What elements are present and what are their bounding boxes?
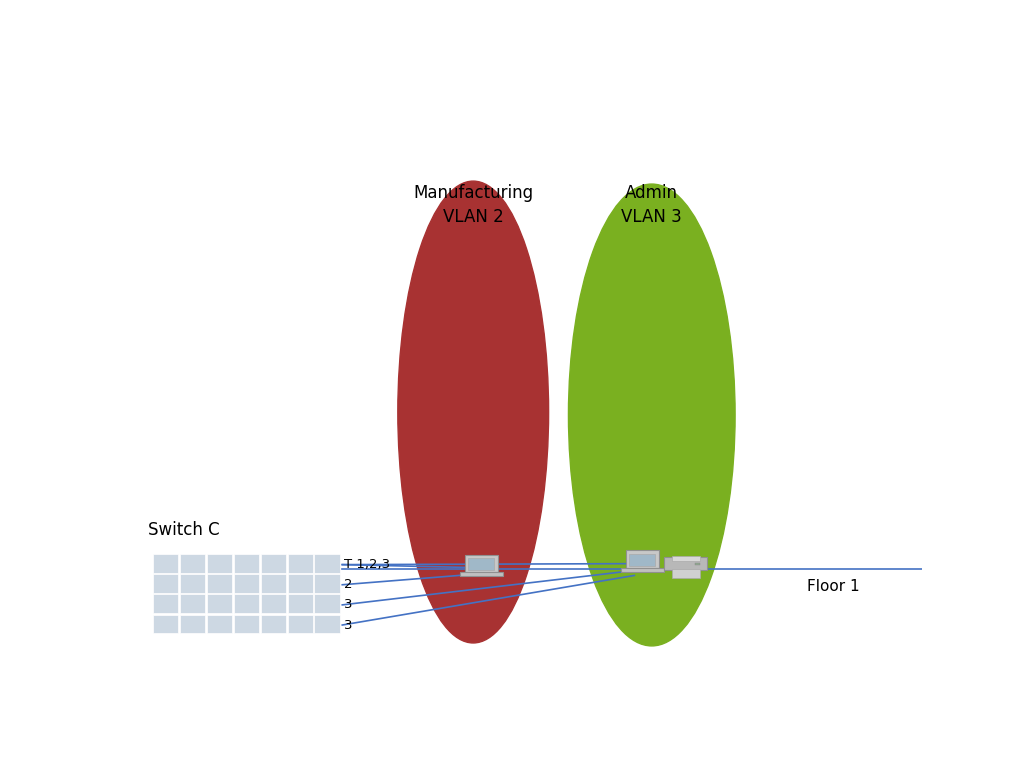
Bar (207, 594, 232, 614)
Text: Manufacturing
VLAN 2: Manufacturing VLAN 2 (413, 184, 534, 225)
Text: 3: 3 (344, 598, 352, 611)
Bar (233, 594, 259, 614)
Bar (460, 572, 503, 576)
Text: 2: 2 (344, 578, 352, 591)
Bar (314, 614, 340, 634)
Bar (179, 614, 205, 634)
Bar (314, 594, 340, 614)
Bar (153, 574, 178, 593)
Bar (672, 569, 699, 578)
Bar (288, 554, 313, 573)
Text: Floor 1: Floor 1 (807, 579, 859, 594)
Bar (288, 574, 313, 593)
Bar (233, 574, 259, 593)
Bar (621, 568, 664, 571)
Bar (314, 574, 340, 593)
Ellipse shape (568, 184, 735, 646)
Bar (260, 614, 286, 634)
Bar (695, 564, 699, 565)
Text: 3: 3 (344, 618, 352, 631)
Bar (314, 554, 340, 573)
Bar (179, 554, 205, 573)
Bar (260, 574, 286, 593)
Bar (288, 594, 313, 614)
Bar (468, 558, 495, 571)
Bar (207, 574, 232, 593)
Text: T 1,2,3: T 1,2,3 (344, 558, 390, 571)
Bar (260, 554, 286, 573)
Bar (153, 614, 178, 634)
Bar (207, 554, 232, 573)
Bar (153, 554, 178, 573)
Bar (665, 557, 708, 570)
Bar (153, 594, 178, 614)
Bar (260, 594, 286, 614)
Bar (629, 554, 655, 566)
Bar (233, 614, 259, 634)
Bar (672, 556, 699, 561)
Bar (179, 574, 205, 593)
Bar (626, 551, 658, 568)
Text: Switch C: Switch C (147, 521, 219, 539)
Bar (233, 554, 259, 573)
Bar (288, 614, 313, 634)
Bar (179, 594, 205, 614)
Text: Admin
VLAN 3: Admin VLAN 3 (622, 184, 682, 225)
Ellipse shape (397, 181, 549, 643)
Bar (465, 554, 498, 572)
Bar (207, 614, 232, 634)
